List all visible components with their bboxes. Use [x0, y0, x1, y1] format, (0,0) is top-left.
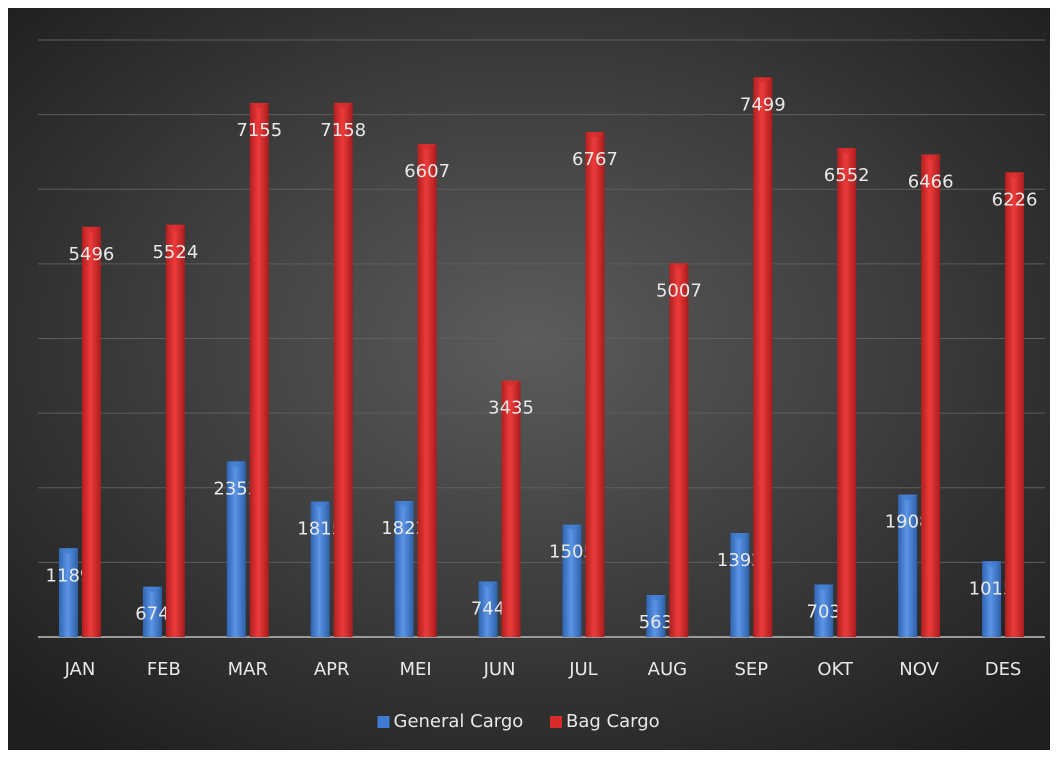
data-label: 2353 — [213, 478, 259, 499]
data-label: 1505 — [549, 542, 595, 563]
bar-cap — [837, 148, 857, 155]
bar-cap — [81, 226, 101, 233]
x-tick-label: JUN — [483, 659, 516, 680]
data-label: 5007 — [656, 280, 702, 301]
bar-cap — [1005, 172, 1025, 179]
data-label: 1189 — [46, 565, 92, 586]
data-label: 5496 — [69, 244, 115, 265]
data-label: 7155 — [236, 120, 282, 141]
data-label: 1822 — [381, 518, 427, 539]
bar — [394, 501, 414, 637]
data-label: 6607 — [404, 161, 450, 182]
data-label: 6767 — [572, 149, 618, 170]
bar-cap — [58, 548, 78, 555]
bar-cap — [249, 103, 269, 110]
data-label: 7499 — [740, 94, 786, 115]
bar — [730, 533, 750, 637]
bar — [333, 102, 353, 638]
bar-cap — [394, 501, 414, 508]
data-label: 674 — [135, 604, 169, 625]
legend-swatch — [550, 716, 562, 728]
bar — [753, 77, 773, 637]
x-tick-label: SEP — [734, 659, 768, 680]
bar — [982, 561, 1002, 637]
bar-cap — [646, 594, 666, 601]
bar — [585, 132, 605, 637]
bar — [310, 501, 330, 637]
data-label: 563 — [639, 612, 673, 633]
bar — [1005, 172, 1025, 637]
bar — [669, 263, 689, 637]
bar-cap — [669, 263, 689, 270]
bar — [58, 548, 78, 637]
bar-cap — [982, 561, 1002, 568]
legend-swatch — [377, 716, 390, 728]
x-tick-label: JAN — [64, 659, 96, 680]
data-label: 6466 — [908, 171, 954, 192]
data-label: 6226 — [992, 189, 1038, 210]
bar-cap — [501, 380, 521, 387]
bar — [646, 594, 666, 637]
bar — [226, 461, 246, 637]
x-tick-label: AUG — [648, 659, 687, 680]
bar-cap — [562, 524, 582, 531]
data-label: 7158 — [320, 120, 366, 141]
bar-cap — [921, 154, 941, 161]
legend-label: Bag Cargo — [566, 711, 660, 732]
bar — [417, 143, 437, 637]
x-tick-label: FEB — [147, 659, 181, 680]
data-label: 6552 — [824, 165, 870, 186]
bar-cap — [142, 586, 162, 593]
bar — [814, 584, 834, 637]
bar-cap — [585, 132, 605, 139]
bar-cap — [165, 224, 185, 231]
legend-label: General Cargo — [394, 711, 524, 732]
bar-cap — [753, 77, 773, 84]
bar — [921, 154, 941, 638]
bar-cap — [417, 143, 437, 150]
x-tick-label: JUL — [568, 659, 598, 680]
bar-cap — [310, 501, 330, 508]
bar — [249, 103, 269, 638]
bar — [478, 581, 498, 637]
data-label: 1392 — [717, 550, 763, 571]
bar-cap — [814, 584, 834, 591]
chart-background — [8, 8, 1050, 750]
x-tick-label: DES — [985, 659, 1022, 680]
bar-cap — [226, 461, 246, 468]
bar — [837, 148, 857, 637]
bar-cap — [898, 494, 918, 501]
bar-cap — [730, 533, 750, 540]
x-tick-label: MEI — [400, 659, 432, 680]
data-label: 703 — [807, 602, 841, 623]
bar — [501, 380, 521, 637]
data-label: 1815 — [297, 519, 343, 540]
bar-cap — [478, 581, 498, 588]
data-label: 5524 — [152, 242, 198, 263]
bar — [142, 586, 162, 637]
x-tick-label: NOV — [899, 659, 939, 680]
x-tick-label: MAR — [228, 659, 268, 680]
bar — [165, 224, 185, 638]
bar — [562, 524, 582, 637]
x-tick-label: APR — [314, 659, 350, 680]
data-label: 1015 — [969, 578, 1015, 599]
x-tick-label: OKT — [817, 659, 854, 680]
bar — [898, 494, 918, 637]
data-label: 3435 — [488, 398, 534, 419]
data-label: 744 — [471, 598, 505, 619]
bar — [81, 226, 101, 637]
bar-cap — [333, 102, 353, 109]
data-label: 1908 — [885, 512, 931, 533]
